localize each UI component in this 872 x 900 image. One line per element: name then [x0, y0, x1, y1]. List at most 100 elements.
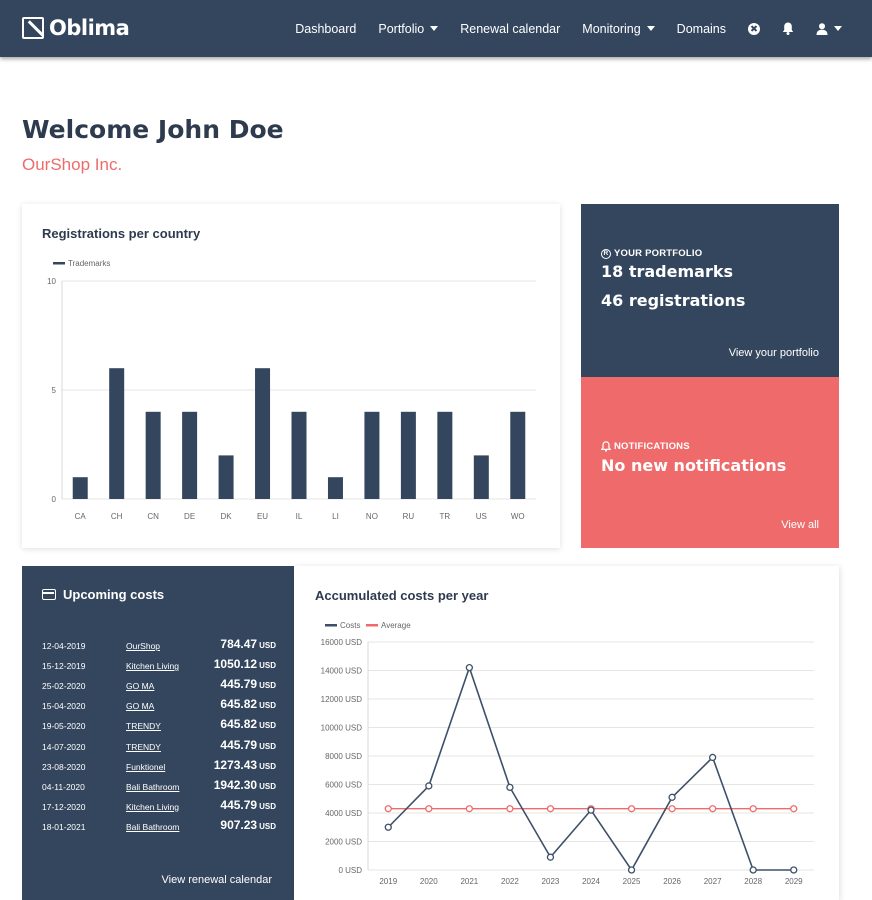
user-icon: [816, 22, 828, 35]
cost-client-link[interactable]: TRENDY: [126, 721, 161, 732]
notifications-button[interactable]: [782, 22, 794, 35]
legend-label: Trademarks: [68, 259, 110, 268]
cost-currency: USD: [259, 821, 276, 831]
bar: [145, 411, 161, 499]
y-tick-label: 14000 USD: [321, 667, 363, 676]
data-point: [668, 793, 676, 801]
x-tick-label: 2021: [460, 877, 478, 886]
cost-client-link[interactable]: Bali Bathroom: [126, 781, 180, 792]
cost-amount-value: 445.79: [220, 797, 258, 812]
portfolio-box: R YOUR PORTFOLIO 18 trademarks 46 regist…: [581, 204, 839, 377]
nav-renewal-calendar[interactable]: Renewal calendar: [460, 21, 561, 36]
cost-client-link[interactable]: Kitchen Living: [126, 801, 179, 812]
cost-amount: 907.23 USD: [220, 818, 276, 832]
data-point: [384, 823, 392, 831]
legend-swatch: [53, 262, 65, 265]
cost-client-link[interactable]: TRENDY: [126, 741, 161, 752]
cost-client-link[interactable]: Bali Bathroom: [126, 821, 180, 832]
data-point: [506, 805, 514, 813]
close-circle-icon: [748, 22, 760, 35]
user-menu-button[interactable]: [816, 22, 842, 35]
series-line-costs: [387, 665, 794, 872]
notifications-label: NOTIFICATIONS: [601, 441, 690, 452]
cost-currency: USD: [259, 781, 276, 791]
cost-amount-value: 1942.30: [213, 777, 258, 792]
cost-amount-value: 1050.12: [213, 657, 258, 672]
y-tick-label: 0 USD: [338, 866, 362, 875]
logo-text: Oblima: [49, 16, 130, 40]
cost-amount-value: 907.23: [220, 817, 258, 832]
cost-row: 04-11-2020 Bali Bathroom 1942.30 USD: [42, 778, 276, 798]
data-point: [708, 753, 717, 762]
data-point: [627, 805, 636, 813]
x-tick-label: 2025: [623, 877, 641, 886]
logo-icon: [22, 17, 44, 39]
cost-date: 23-08-2020: [42, 761, 86, 772]
cost-date: 04-11-2020: [42, 781, 85, 792]
cost-row: 14-07-2020 TRENDY 445.79 USD: [42, 738, 276, 758]
x-tick-label: IL: [296, 512, 303, 521]
cost-date: 15-04-2020: [42, 701, 86, 712]
registrations-count: 46 registrations: [601, 291, 746, 310]
logo[interactable]: Oblima: [22, 16, 130, 40]
cost-amount: 1050.12 USD: [214, 657, 276, 671]
page-title: Welcome John Doe: [22, 115, 284, 144]
cost-amount: 445.79 USD: [220, 798, 276, 812]
data-point: [790, 866, 798, 874]
view-portfolio-link[interactable]: View your portfolio: [728, 347, 819, 359]
nav-domains[interactable]: Domains: [676, 21, 726, 36]
cost-date: 12-04-2019: [42, 641, 86, 651]
accumulated-costs-line-chart: Costs Average 0 USD 2000 USD 4000 USD 6000 US…: [321, 621, 814, 886]
x-tick-label: 2023: [542, 877, 560, 886]
data-point: [546, 853, 555, 861]
cost-amount: 645.82 USD: [220, 697, 276, 711]
bar: [364, 411, 380, 499]
chevron-down-icon: [430, 26, 439, 31]
cost-currency: USD: [259, 801, 276, 811]
bar: [218, 455, 234, 499]
data-point: [384, 805, 392, 813]
y-tick-label: 16000 USD: [321, 638, 363, 647]
cost-row: 23-08-2020 Funktionel 1273.43 USD: [42, 758, 276, 778]
cost-amount: 445.79 USD: [220, 738, 276, 752]
nav-dashboard[interactable]: Dashboard: [295, 21, 357, 36]
cost-date: 19-05-2020: [42, 721, 86, 732]
nav-monitoring[interactable]: Monitoring: [582, 22, 655, 36]
registrations-bar-chart: Trademarks 0 5 10 CA CH CN DE DK EU IL LI NO RU TR US WO: [47, 259, 536, 521]
view-all-notifications-link[interactable]: View all: [781, 519, 819, 531]
portfolio-label: R YOUR PORTFOLIO: [601, 248, 702, 259]
cost-amount-value: 445.79: [220, 677, 258, 692]
y-tick-label: 4000 USD: [325, 809, 362, 818]
view-renewal-calendar-link[interactable]: View renewal calendar: [161, 874, 272, 886]
cost-client-link[interactable]: Kitchen Living: [126, 661, 179, 672]
cost-client-link[interactable]: OurShop: [126, 641, 161, 651]
cost-client-link[interactable]: GO MA: [126, 701, 155, 712]
cost-client-link[interactable]: GO MA: [126, 681, 155, 692]
trademarks-count: 18 trademarks: [601, 262, 733, 281]
cost-amount: 445.79 USD: [220, 677, 276, 691]
top-navbar: Oblima Dashboard Portfolio Renewal calen…: [0, 0, 872, 57]
nav-portfolio[interactable]: Portfolio: [378, 22, 439, 36]
cost-row: 19-05-2020 TRENDY 645.82 USD: [42, 717, 276, 737]
cost-client-link[interactable]: Funktionel: [126, 761, 166, 772]
x-tick-label: 2027: [704, 877, 722, 886]
credit-card-icon: [42, 589, 56, 600]
close-circle-button[interactable]: [748, 22, 760, 35]
data-point: [425, 782, 433, 790]
cost-row: 12-04-2019 OurShop 784.47 USD: [42, 637, 276, 657]
x-tick-label: 2020: [420, 877, 438, 886]
y-tick-label: 10: [47, 277, 56, 286]
nav-menu: Dashboard Portfolio Renewal calendar Mon…: [273, 0, 842, 57]
y-tick-label: 0: [52, 495, 57, 504]
data-point: [790, 805, 798, 813]
data-point: [465, 805, 474, 813]
bell-icon: [601, 441, 611, 452]
x-tick-label: 2022: [501, 877, 519, 886]
cost-date: 25-02-2020: [42, 681, 86, 692]
cost-date: 18-01-2021: [42, 821, 86, 832]
bar: [510, 411, 526, 499]
cost-row: 15-04-2020 GO MA 645.82 USD: [42, 697, 276, 717]
bar: [109, 368, 125, 499]
upcoming-costs-panel: Upcoming costs 12-04-2019 OurShop 784.47 US…: [22, 566, 294, 900]
cost-amount: 1273.43 USD: [214, 758, 276, 772]
